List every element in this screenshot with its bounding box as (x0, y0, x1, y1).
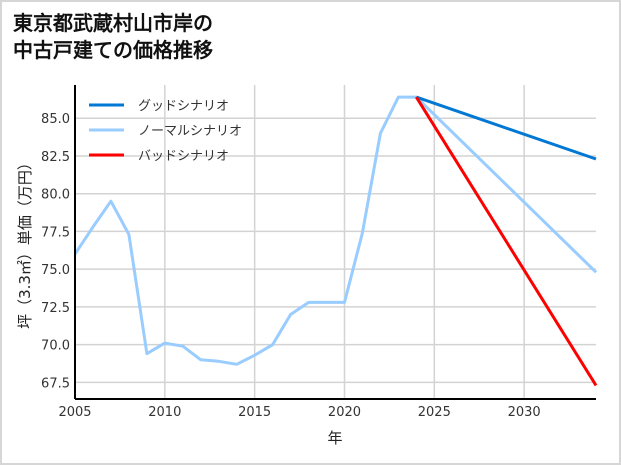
y-tick-label: 82.5 (41, 150, 70, 165)
series-line-good (415, 95, 597, 161)
x-tick-label: 2010 (148, 405, 181, 420)
legend-label-normal: ノーマルシナリオ (138, 124, 242, 139)
tick-labels: 2005 2010 2015 2020 2025 2030 67.5 70.0 72.5 75.0… (41, 112, 541, 420)
y-tick-label: 70.0 (41, 339, 70, 354)
series-line-normal (415, 96, 598, 274)
y-tick-label: 80.0 (41, 188, 70, 203)
legend-label-bad: バッドシナリオ (138, 149, 229, 164)
x-tick-label: 2015 (238, 405, 271, 420)
chart-title: 東京都武蔵村山市岸の 中古戸建ての価格推移 (13, 11, 213, 62)
series-line-bad (415, 96, 598, 387)
y-tick-label: 75.0 (41, 263, 70, 278)
y-axis-label: 坪（3.3㎡）単価（万円） (16, 155, 34, 329)
x-tick-label: 2005 (58, 405, 91, 420)
data-lines (73, 95, 598, 387)
legend-label-good: グッドシナリオ (138, 99, 229, 114)
y-tick-label: 85.0 (41, 112, 70, 127)
axes (74, 85, 596, 400)
y-tick-label: 67.5 (41, 376, 70, 391)
x-tick-label: 2025 (418, 405, 451, 420)
x-axis-label: 年 (327, 429, 342, 447)
y-tick-label: 77.5 (41, 225, 70, 240)
series-line-normal (73, 95, 417, 366)
x-tick-label: 2030 (508, 405, 541, 420)
x-tick-label: 2020 (328, 405, 361, 420)
y-tick-label: 72.5 (41, 301, 70, 316)
